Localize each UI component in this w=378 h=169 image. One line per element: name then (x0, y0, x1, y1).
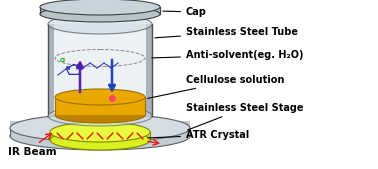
Bar (10, 121, 190, 136)
Bar (55, 97, 145, 115)
Ellipse shape (50, 130, 150, 150)
Ellipse shape (48, 14, 152, 34)
Text: Cap: Cap (163, 7, 207, 17)
Ellipse shape (40, 0, 160, 15)
Ellipse shape (55, 107, 145, 123)
Ellipse shape (10, 122, 190, 150)
Bar (54, 24, 146, 116)
Text: Stainless Steel Stage: Stainless Steel Stage (186, 103, 304, 130)
Text: Cellulose solution: Cellulose solution (148, 75, 284, 98)
Bar (146, 24, 152, 116)
Text: N: N (76, 64, 80, 68)
Text: ATR Crystal: ATR Crystal (148, 130, 249, 140)
Ellipse shape (10, 114, 190, 142)
Text: Anti-solvent(eg. H₂O): Anti-solvent(eg. H₂O) (152, 50, 304, 60)
Text: IR Beam: IR Beam (8, 147, 57, 157)
Bar (40, 7, 160, 14)
Bar (48, 24, 54, 116)
Ellipse shape (55, 89, 145, 105)
Ellipse shape (48, 106, 152, 126)
Text: N: N (66, 66, 70, 70)
Text: Cl: Cl (60, 57, 66, 63)
Bar (50, 132, 150, 140)
Text: Stainless Steel Tube: Stainless Steel Tube (155, 27, 298, 38)
Ellipse shape (50, 122, 150, 142)
Ellipse shape (40, 6, 160, 22)
